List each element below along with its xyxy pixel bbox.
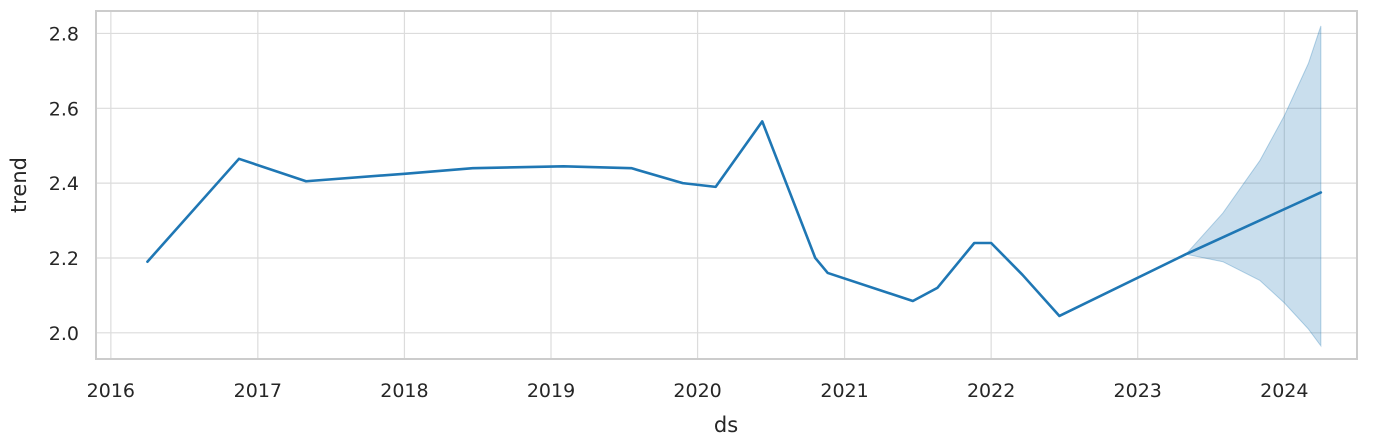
- y-tick-label: 2.6: [49, 98, 79, 120]
- x-axis-ticks: 2016 2017 2018 2019 2020 2021 2022 2023 2024: [87, 380, 1309, 402]
- y-axis-label: trend: [7, 157, 31, 213]
- grid: [96, 11, 1357, 359]
- trend-line: [146, 120, 1323, 318]
- x-axis-label: ds: [714, 413, 738, 437]
- y-tick-label: 2.4: [49, 173, 79, 195]
- plot-frame: [95, 10, 1358, 360]
- uncertainty-band: [1184, 25, 1322, 348]
- y-axis-ticks: 2.0 2.2 2.4 2.6 2.8: [49, 23, 79, 344]
- y-tick-label: 2.8: [49, 23, 79, 45]
- x-tick-label: 2018: [380, 380, 428, 402]
- y-tick-label: 2.2: [49, 248, 79, 270]
- x-tick-label: 2016: [87, 380, 135, 402]
- x-tick-label: 2019: [527, 380, 575, 402]
- x-tick-label: 2017: [234, 380, 282, 402]
- x-tick-label: 2021: [820, 380, 868, 402]
- uncertainty-band-area: [1184, 25, 1322, 348]
- y-tick-label: 2.0: [49, 323, 79, 345]
- x-tick-label: 2023: [1114, 380, 1162, 402]
- trend-line-group: [146, 120, 1323, 318]
- x-tick-label: 2022: [967, 380, 1015, 402]
- x-tick-label: 2024: [1260, 380, 1308, 402]
- x-tick-label: 2020: [673, 380, 721, 402]
